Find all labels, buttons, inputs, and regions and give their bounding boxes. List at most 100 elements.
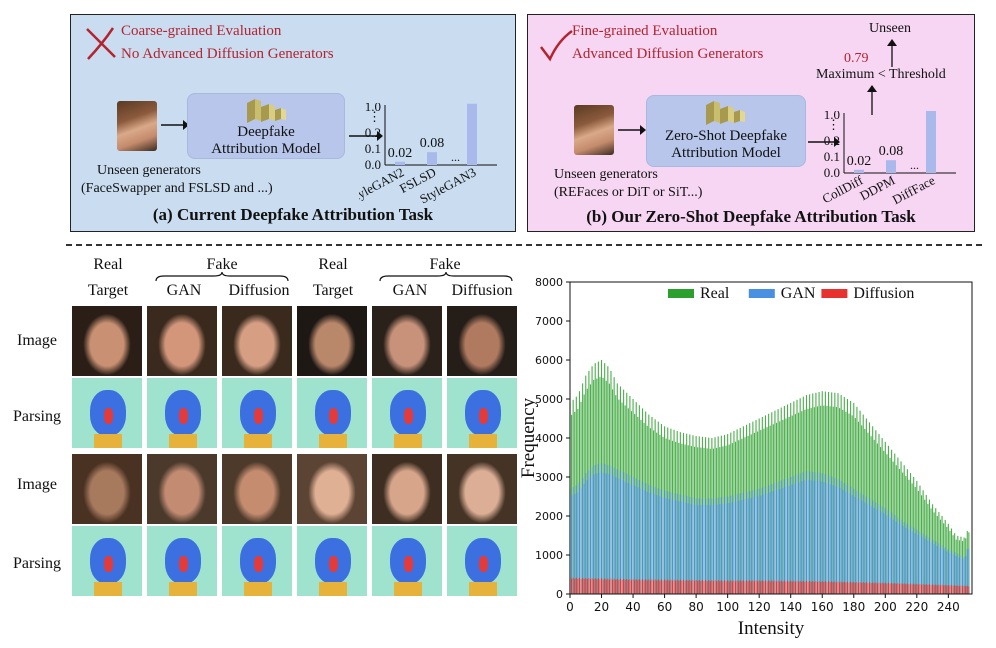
mini-bar-colldiff: [854, 169, 864, 173]
arrow-right-icon: [618, 125, 646, 135]
x-tick-label: 160: [811, 600, 834, 614]
hist-bar: [716, 504, 718, 594]
model-label-line2: Attribution Model: [671, 145, 781, 161]
hist-bar: [572, 487, 574, 594]
hist-bar: [936, 545, 938, 594]
hist-bar: [925, 584, 927, 594]
hist-bar: [895, 583, 897, 594]
hist-bar: [605, 579, 607, 594]
hist-bar: [693, 504, 696, 594]
hist-bar: [857, 498, 860, 594]
col-target-label: Target: [312, 282, 354, 299]
hist-bar: [686, 579, 688, 594]
hist-bar: [602, 472, 604, 594]
x-tick-label: 80: [688, 600, 703, 614]
hist-bar: [632, 477, 634, 594]
hist-bar: [687, 580, 689, 594]
hist-bar: [793, 580, 795, 594]
hist-bar: [928, 537, 930, 594]
hist-bar: [809, 580, 811, 594]
x-tick-label: 180: [842, 600, 865, 614]
hist-bar: [876, 509, 878, 594]
hist-bar: [709, 505, 711, 594]
hist-bar: [946, 585, 948, 594]
hist-bar: [955, 555, 957, 594]
hist-bar: [618, 478, 620, 594]
hist-bar: [826, 582, 828, 594]
hist-bar: [725, 581, 727, 594]
hist-bar: [895, 521, 897, 594]
hist-bar: [887, 582, 889, 594]
input-face-image: [117, 101, 157, 151]
hist-bar: [799, 580, 801, 594]
hist-bar: [591, 578, 593, 594]
hist-bar: [643, 490, 645, 594]
hist-bar: [954, 552, 956, 594]
hist-bar: [826, 483, 828, 594]
hist-bar: [755, 489, 757, 594]
hist-bar: [679, 579, 681, 594]
hist-bar: [619, 470, 621, 594]
hist-bar: [689, 579, 691, 594]
hist-bar: [656, 495, 658, 594]
hist-bar: [957, 585, 959, 594]
caption-b: (b) Our Zero-Shot Deepfake Attribution T…: [586, 207, 916, 226]
hist-bar: [823, 582, 825, 594]
hist-bar: [608, 474, 610, 594]
series-gan: [569, 463, 970, 594]
hist-bar: [840, 480, 842, 594]
parsing-map: [72, 378, 142, 448]
hist-bar: [837, 478, 839, 594]
hist-bar: [891, 582, 893, 594]
hist-bar: [749, 580, 751, 594]
face-image: [147, 454, 217, 524]
x-tick-label: 40: [625, 600, 640, 614]
hist-bar: [733, 494, 735, 594]
hist-bar: [624, 580, 626, 594]
hist-bar: [596, 579, 598, 594]
col-diffusion-label: Diffusion: [228, 282, 290, 299]
hist-bar: [571, 578, 573, 594]
hist-bar: [939, 585, 942, 594]
hist-bar: [648, 579, 650, 594]
hist-bar: [880, 511, 882, 594]
hist-bar: [827, 475, 830, 594]
hist-bar: [701, 498, 703, 594]
hist-bar: [578, 482, 581, 594]
hist-bar: [662, 497, 664, 594]
hist-bar: [640, 580, 642, 594]
hist-bar: [835, 486, 837, 594]
hist-bar: [780, 580, 782, 594]
hist-bar: [747, 581, 749, 594]
hist-bar: [752, 580, 754, 594]
hist-bar: [961, 558, 964, 594]
arrow-right-icon: [349, 131, 383, 141]
hist-bar: [575, 577, 577, 594]
x-tick-label: 200: [874, 600, 897, 614]
hist-bar: [750, 497, 752, 594]
hist-bar: [922, 584, 924, 594]
hist-bar: [665, 580, 667, 594]
hist-bar: [638, 480, 640, 594]
network-layers-icon: [247, 99, 286, 123]
hist-bar: [911, 584, 913, 594]
hist-bar: [637, 487, 639, 594]
hist-bar: [758, 580, 760, 594]
mini-y-tick: 0.1: [365, 141, 381, 156]
hist-bar: [654, 579, 656, 594]
hist-bar: [834, 477, 836, 594]
hist-bar: [864, 502, 866, 594]
hist-bar: [933, 585, 935, 594]
hist-bar: [700, 505, 702, 594]
hist-bar: [703, 505, 705, 594]
hist-bar: [804, 480, 806, 594]
hist-bar: [597, 464, 599, 594]
hist-bar: [621, 480, 623, 594]
hist-bar: [933, 544, 935, 594]
hist-bar: [646, 580, 648, 594]
hist-bar: [664, 490, 666, 594]
hist-bar: [801, 581, 803, 594]
legend-swatch: [821, 289, 848, 298]
hist-bar: [805, 471, 808, 594]
face-image: [222, 306, 292, 376]
